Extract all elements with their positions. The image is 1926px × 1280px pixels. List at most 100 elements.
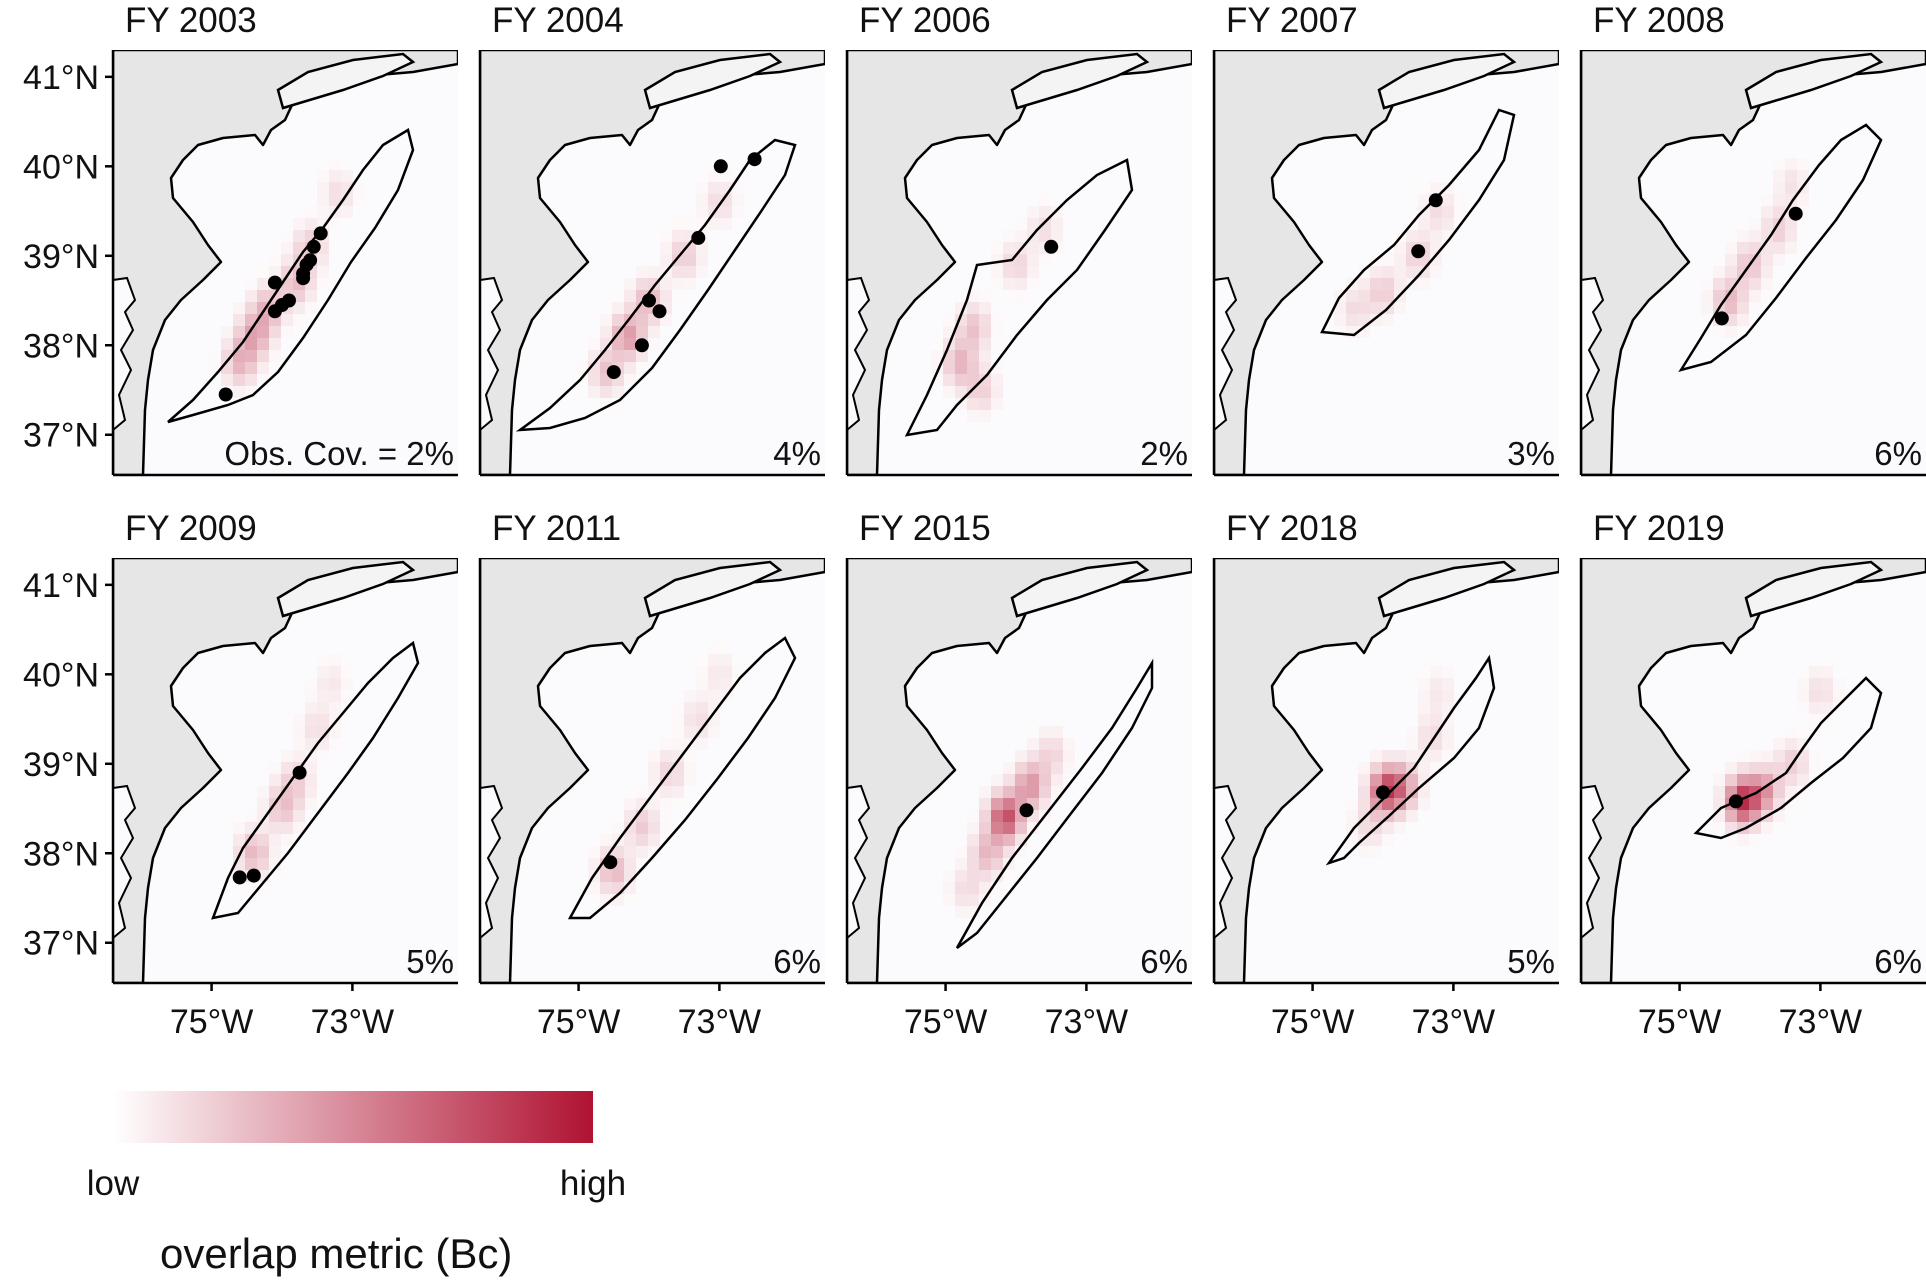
heatmap-cell — [636, 362, 648, 374]
heatmap-cell — [329, 182, 341, 194]
heatmap-cell — [1725, 242, 1737, 254]
heatmap-cell — [636, 326, 648, 338]
chesapeake-bay — [847, 276, 871, 432]
heatmap-cell — [1442, 666, 1454, 678]
heatmap-cell — [233, 302, 245, 314]
heatmap-cell — [1821, 678, 1833, 690]
heatmap-cell — [979, 846, 991, 858]
heatmap-cell — [293, 822, 305, 834]
heatmap-cell — [967, 350, 979, 362]
heatmap-cell — [955, 326, 967, 338]
heatmap-cell — [1725, 254, 1737, 266]
heatmap-cell — [624, 822, 636, 834]
heatmap-cell — [1737, 290, 1749, 302]
heatmap-cell — [967, 374, 979, 386]
heatmap-cell — [1809, 678, 1821, 690]
heatmap-cell — [696, 654, 708, 666]
heatmap-cell — [1003, 774, 1015, 786]
heatmap-cell — [967, 410, 979, 422]
overlap-contour — [1320, 108, 1516, 337]
heatmap-cell — [305, 726, 317, 738]
heatmap-cell — [1039, 750, 1051, 762]
heatmap-cell — [660, 810, 672, 822]
heatmap-cell — [1003, 834, 1015, 846]
heatmap-cell — [1382, 254, 1394, 266]
heatmap-cell — [281, 810, 293, 822]
panel-title: FY 2015 — [859, 509, 991, 548]
panel-title: FY 2018 — [1226, 509, 1358, 548]
heatmap-cell — [1797, 774, 1809, 786]
heatmap-cell — [636, 846, 648, 858]
long-island — [643, 52, 783, 110]
heatmap-cell — [269, 762, 281, 774]
heatmap-cell — [588, 858, 600, 870]
observation-point — [634, 338, 649, 353]
heatmap-cell — [696, 194, 708, 206]
heatmap-cell — [1737, 750, 1749, 762]
heatmap-cell — [967, 870, 979, 882]
heatmap-cell — [672, 254, 684, 266]
heatmap-cell — [1749, 302, 1761, 314]
heatmap-cell — [648, 762, 660, 774]
heatmap-cell — [329, 158, 341, 170]
heatmap-cell — [979, 374, 991, 386]
heatmap-cell — [624, 350, 636, 362]
heatmap-cell — [1418, 714, 1430, 726]
heatmap-cell — [1382, 798, 1394, 810]
heatmap-cell — [1370, 810, 1382, 822]
heatmap-cell — [1358, 314, 1370, 326]
heatmap-cell — [1358, 290, 1370, 302]
heatmap-cell — [979, 798, 991, 810]
heatmap-cell — [1418, 774, 1430, 786]
heatmap-cell — [1039, 798, 1051, 810]
heatmap-cell — [720, 170, 732, 182]
heatmap-cell — [257, 338, 269, 350]
heatmap-cell — [1785, 230, 1797, 242]
heatmap-cell — [1773, 230, 1785, 242]
heatmap-cell — [1418, 206, 1430, 218]
heatmap-cell — [245, 338, 257, 350]
heatmap-cell — [233, 326, 245, 338]
heatmap-cell — [943, 314, 955, 326]
heatmap-cell — [672, 750, 684, 762]
heatmap-cell — [943, 882, 955, 894]
colorbar-legend: low high overlap metric (Bc) — [87, 1091, 626, 1277]
heatmap-cell — [624, 798, 636, 810]
heatmap-cell — [1725, 290, 1737, 302]
coverage-label: 2% — [1140, 435, 1188, 472]
heatmap-cell — [1749, 218, 1761, 230]
chesapeake-bay — [480, 276, 504, 432]
heatmap-cell — [696, 242, 708, 254]
heatmap-cell — [588, 374, 600, 386]
heatmap-cell — [329, 170, 341, 182]
heatmap-cell — [281, 750, 293, 762]
coverage-label: 4% — [773, 435, 821, 472]
heatmap-cell — [269, 846, 281, 858]
heatmap-cell — [233, 338, 245, 350]
heatmap-cell — [672, 266, 684, 278]
heatmap-cell — [1051, 218, 1063, 230]
heatmap-cell — [648, 798, 660, 810]
heatmap-cell — [329, 230, 341, 242]
heatmap-cell — [600, 326, 612, 338]
heatmap-cell — [1063, 750, 1075, 762]
heatmap-cell — [1713, 774, 1725, 786]
heatmap-cell — [1761, 798, 1773, 810]
heatmap-cell — [1334, 314, 1346, 326]
heatmap-cell — [1737, 774, 1749, 786]
heatmap-cell — [1797, 678, 1809, 690]
heatmap-cell — [1039, 738, 1051, 750]
heatmap-cell — [257, 350, 269, 362]
heatmap-cell — [991, 410, 1003, 422]
heatmap-cell — [636, 314, 648, 326]
heatmap-cell — [1418, 194, 1430, 206]
heatmap-cell — [353, 182, 365, 194]
heatmap-cell — [269, 338, 281, 350]
heatmap-cell — [1737, 314, 1749, 326]
heatmap-cell — [221, 338, 233, 350]
heatmap-cell — [1015, 218, 1027, 230]
heatmap-cell — [1713, 810, 1725, 822]
heatmap-cell — [305, 786, 317, 798]
heatmap-cell — [329, 218, 341, 230]
observation-point — [1376, 785, 1390, 800]
